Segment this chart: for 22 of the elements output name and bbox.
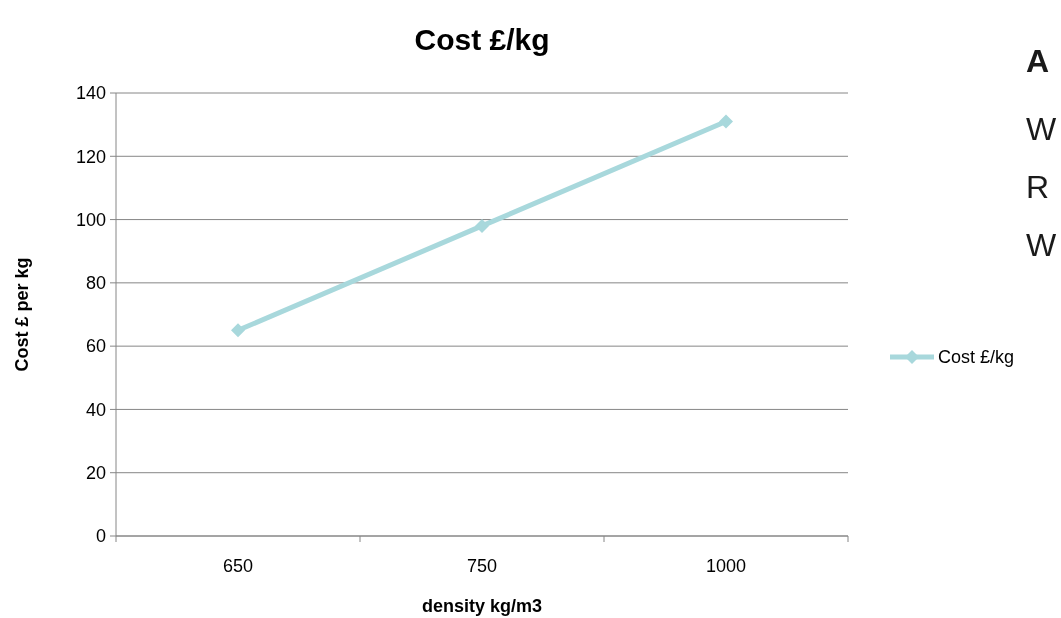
legend-label: Cost £/kg xyxy=(938,347,1015,368)
y-tick-label: 120 xyxy=(75,146,106,167)
y-tick-label: 80 xyxy=(85,273,106,294)
point xyxy=(231,323,245,338)
point xyxy=(475,218,489,233)
chart-title: Cost £/kg xyxy=(414,23,550,56)
y-tick-label: 100 xyxy=(75,209,106,230)
y-tick-label: 20 xyxy=(85,463,106,484)
y-tick-label: 40 xyxy=(85,399,106,420)
text: W xyxy=(1026,227,1057,263)
text: W xyxy=(1026,111,1057,147)
x-axis-title: density kg/m3 xyxy=(421,596,543,616)
text: A xyxy=(1026,43,1050,79)
y-axis-title: Cost £ per kg xyxy=(12,257,32,372)
x-tick-label: 650 xyxy=(222,556,254,576)
text: R xyxy=(1026,169,1050,205)
y-tick-label: 140 xyxy=(75,83,106,104)
point xyxy=(719,114,733,129)
x-tick-label: 1000 xyxy=(705,556,747,576)
x-tick-label: 750 xyxy=(466,556,498,576)
y-tick-label: 0 xyxy=(95,526,106,547)
y-tick-label: 60 xyxy=(85,336,106,357)
